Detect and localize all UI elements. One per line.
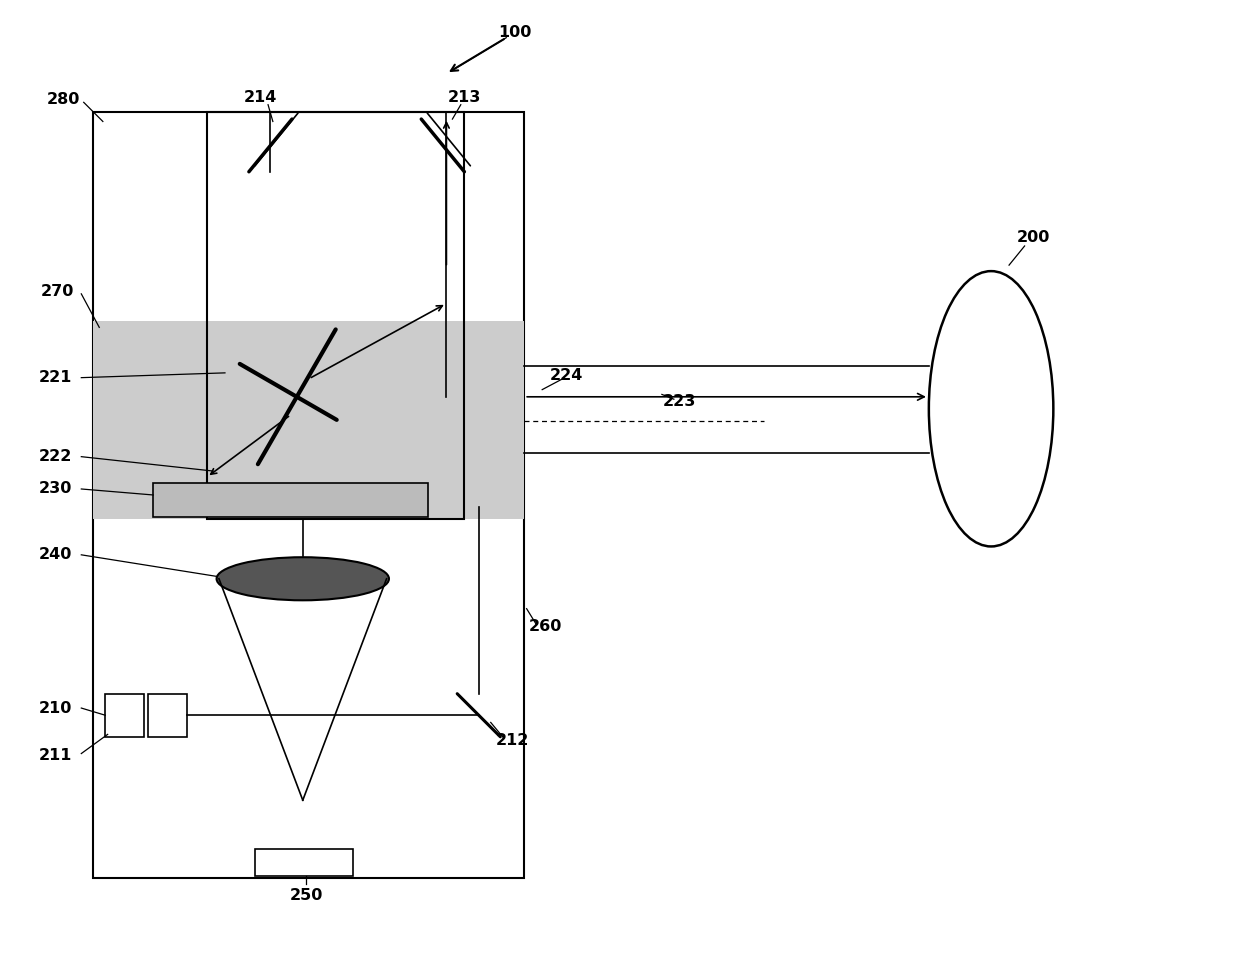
Ellipse shape xyxy=(217,557,389,600)
Text: 211: 211 xyxy=(38,749,72,763)
Bar xyxy=(93,112,525,878)
Text: 222: 222 xyxy=(38,449,72,465)
Text: 250: 250 xyxy=(290,889,324,903)
Text: 260: 260 xyxy=(529,619,563,634)
Bar xyxy=(207,112,464,519)
Text: 212: 212 xyxy=(496,733,529,748)
Text: 221: 221 xyxy=(38,370,72,385)
Text: 280: 280 xyxy=(47,93,81,107)
Text: 200: 200 xyxy=(1017,230,1050,245)
Text: 230: 230 xyxy=(38,481,72,497)
Text: 213: 213 xyxy=(448,90,481,105)
Bar xyxy=(93,322,525,465)
Text: 210: 210 xyxy=(38,700,72,716)
Bar xyxy=(93,465,525,519)
Text: 224: 224 xyxy=(549,368,583,383)
Bar xyxy=(149,694,187,737)
Bar xyxy=(153,483,429,517)
Text: 100: 100 xyxy=(498,25,532,41)
Ellipse shape xyxy=(929,271,1053,547)
Bar xyxy=(255,849,353,875)
Text: 240: 240 xyxy=(38,548,72,562)
Text: 270: 270 xyxy=(41,284,74,298)
Text: 214: 214 xyxy=(244,90,278,105)
Text: 223: 223 xyxy=(663,394,697,409)
Bar xyxy=(105,694,144,737)
